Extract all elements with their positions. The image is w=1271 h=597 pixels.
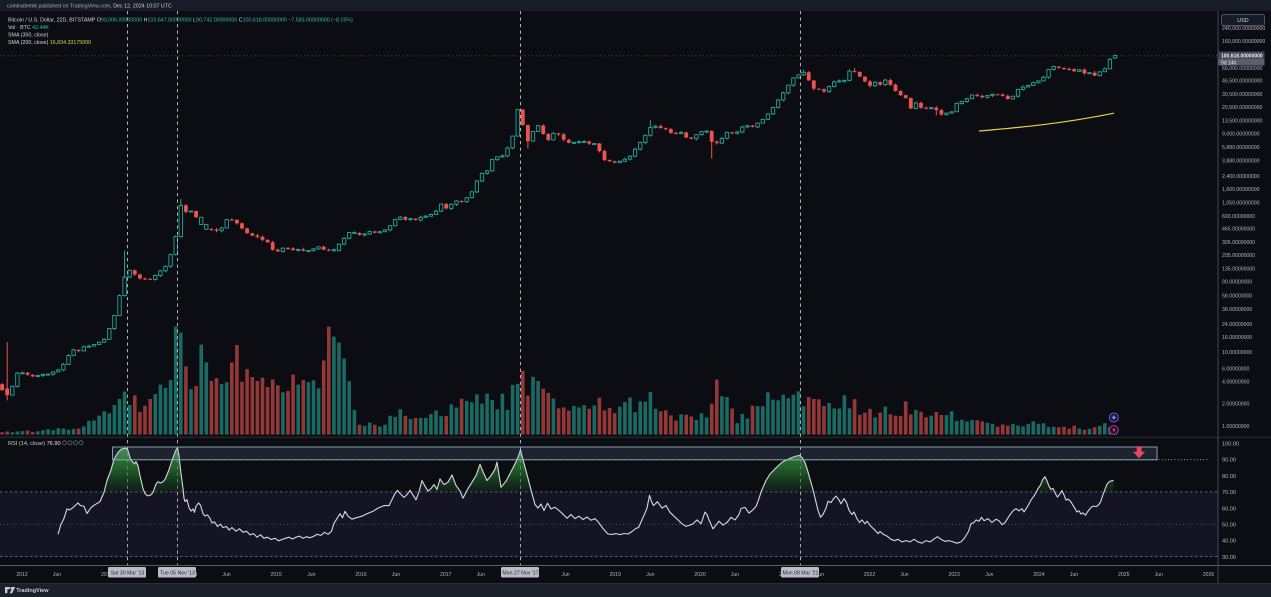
svg-text:69,000.00000000: 69,000.00000000 — [1222, 66, 1263, 72]
svg-text:38.00000000: 38.00000000 — [1222, 307, 1252, 313]
svg-text:60.00: 60.00 — [1222, 506, 1236, 512]
svg-text:Jun: Jun — [1155, 572, 1163, 578]
svg-text:Jun: Jun — [392, 572, 400, 578]
svg-text:SMA (200, close) 16,834.331750: SMA (200, close) 16,834.33175000 — [8, 40, 91, 46]
svg-text:Bitcoin / U.S. Dollar, 22D, BI: Bitcoin / U.S. Dollar, 22D, BITSTAMP O93… — [8, 17, 353, 23]
svg-text:690.00000000: 690.00000000 — [1222, 214, 1255, 220]
svg-text:2022: 2022 — [864, 572, 875, 578]
svg-text:46,500.00000000: 46,500.00000000 — [1222, 79, 1263, 85]
svg-text:13,500.00000000: 13,500.00000000 — [1222, 118, 1263, 124]
svg-text:6.00000000: 6.00000000 — [1222, 366, 1250, 372]
svg-text:Jun: Jun — [985, 572, 993, 578]
svg-text:240,000.00000000: 240,000.00000000 — [1222, 26, 1265, 32]
svg-text:2013: 2013 — [101, 572, 112, 578]
svg-text:58.00000000: 58.00000000 — [1222, 294, 1252, 300]
svg-text:90.00: 90.00 — [1222, 458, 1236, 464]
svg-text:24.00000000: 24.00000000 — [1222, 322, 1252, 328]
svg-text:2020: 2020 — [694, 572, 705, 578]
svg-text:50.00: 50.00 — [1222, 523, 1236, 529]
svg-text:Mon 27 Nov '17: Mon 27 Nov '17 — [502, 571, 538, 577]
svg-text:135.00000000: 135.00000000 — [1222, 266, 1255, 272]
svg-text:Jun: Jun — [477, 572, 485, 578]
svg-text:RSI (14, close) 76.90: RSI (14, close) 76.90 — [8, 441, 61, 447]
svg-text:20,500.00000000: 20,500.00000000 — [1222, 105, 1263, 111]
svg-text:2016: 2016 — [355, 572, 366, 578]
svg-text:9d 14h: 9d 14h — [1221, 60, 1237, 66]
svg-text:2012: 2012 — [16, 572, 27, 578]
svg-text:Jun: Jun — [222, 572, 230, 578]
svg-text:4.00000000: 4.00000000 — [1222, 379, 1250, 385]
svg-text:Jun: Jun — [307, 572, 315, 578]
svg-text:Sat 30 Mar '13: Sat 30 Mar '13 — [111, 571, 145, 577]
svg-text:Jun: Jun — [53, 572, 61, 578]
svg-text:1.00000000: 1.00000000 — [1222, 424, 1250, 430]
svg-text:2023: 2023 — [949, 572, 960, 578]
svg-text:465.00000000: 465.00000000 — [1222, 227, 1255, 233]
svg-text:Tue 05 Nov '13: Tue 05 Nov '13 — [160, 571, 195, 577]
svg-text:3,880.00000000: 3,880.00000000 — [1222, 158, 1260, 164]
svg-text:9,000.00000000: 9,000.00000000 — [1222, 131, 1260, 137]
svg-text:80.00: 80.00 — [1222, 474, 1236, 480]
svg-text:Jun: Jun — [1070, 572, 1078, 578]
svg-text:Jun: Jun — [561, 572, 569, 578]
svg-text:16.00000000: 16.00000000 — [1222, 335, 1252, 341]
svg-text:2019: 2019 — [610, 572, 621, 578]
svg-text:1,600.00000000: 1,600.00000000 — [1222, 187, 1260, 193]
svg-text:305.00000000: 305.00000000 — [1222, 240, 1255, 246]
svg-text:2.00000000: 2.00000000 — [1222, 402, 1250, 408]
svg-text:Jun: Jun — [646, 572, 654, 578]
svg-text:Jun: Jun — [816, 572, 824, 578]
svg-text:30.00: 30.00 — [1222, 555, 1236, 561]
svg-text:90.00000000: 90.00000000 — [1222, 279, 1252, 285]
svg-text:2017: 2017 — [440, 572, 451, 578]
svg-text:100,618.00000000: 100,618.00000000 — [1221, 53, 1263, 59]
svg-text:2026: 2026 — [1203, 572, 1214, 578]
svg-text:30,500.00000000: 30,500.00000000 — [1222, 92, 1263, 98]
svg-text:2,400.00000000: 2,400.00000000 — [1222, 174, 1260, 180]
svg-text:5,880.00000000: 5,880.00000000 — [1222, 145, 1260, 151]
svg-text:2015: 2015 — [271, 572, 282, 578]
svg-text:Mon 08 Mar '21: Mon 08 Mar '21 — [783, 571, 819, 577]
svg-text:cointrademik published on Trad: cointrademik published on TradingView.co… — [7, 4, 172, 10]
svg-text:100.00: 100.00 — [1222, 442, 1239, 448]
svg-text:Jun: Jun — [731, 572, 739, 578]
svg-text:10.00000000: 10.00000000 — [1222, 350, 1252, 356]
svg-text:1,050.00000000: 1,050.00000000 — [1222, 200, 1260, 206]
svg-text:2024: 2024 — [1033, 572, 1044, 578]
svg-text:USD: USD — [1237, 18, 1248, 24]
svg-text:Vol · BTC 42.44K: Vol · BTC 42.44K — [8, 25, 49, 31]
svg-text:160,000.00000000: 160,000.00000000 — [1222, 39, 1265, 45]
svg-text:SMA (350, close): SMA (350, close) — [8, 32, 49, 38]
svg-text:2025: 2025 — [1118, 572, 1129, 578]
svg-text:40.00: 40.00 — [1222, 539, 1236, 545]
svg-text:TradingView: TradingView — [16, 588, 49, 594]
svg-text:205.00000000: 205.00000000 — [1222, 253, 1255, 259]
svg-text:Jun: Jun — [900, 572, 908, 578]
svg-text:70.00: 70.00 — [1222, 490, 1236, 496]
